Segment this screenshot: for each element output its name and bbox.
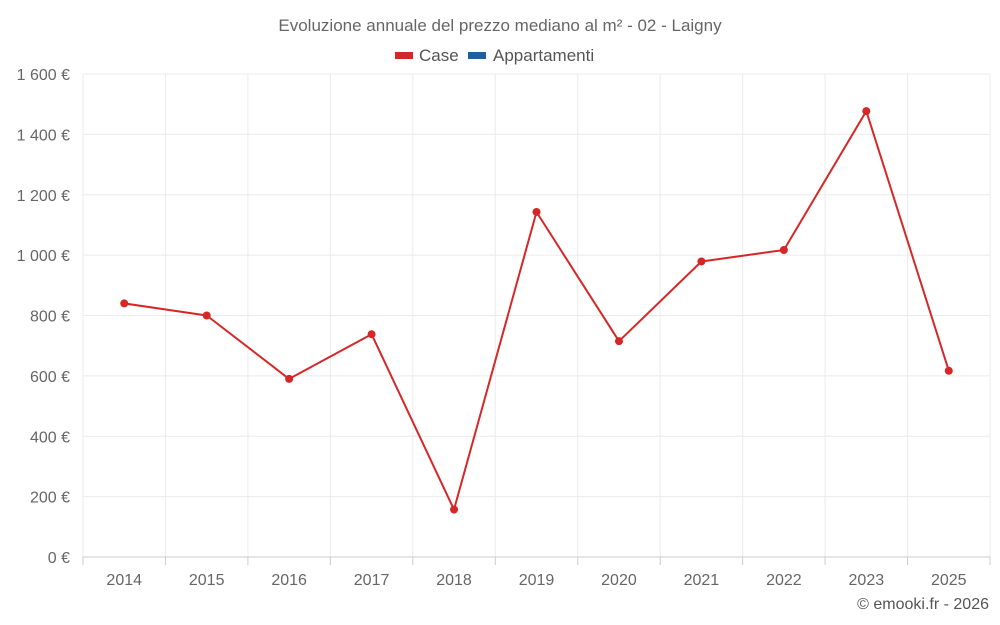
legend-label-case: Case: [419, 46, 459, 65]
y-tick-label: 0 €: [48, 550, 70, 567]
x-tick-label: 2016: [271, 572, 307, 589]
data-point[interactable]: [614, 337, 623, 346]
data-point[interactable]: [367, 330, 376, 339]
legend-swatch-appartamenti: [468, 52, 486, 59]
legend-item-case[interactable]: Case: [395, 46, 459, 65]
x-tick-label: 2017: [354, 572, 390, 589]
data-point[interactable]: [285, 374, 294, 383]
x-tick-label: 2015: [189, 572, 225, 589]
x-tick-label: 2019: [519, 572, 555, 589]
data-point[interactable]: [862, 107, 871, 116]
x-tick-label: 2014: [106, 572, 142, 589]
y-tick-label: 600 €: [30, 369, 70, 386]
y-tick-label: 1 200 €: [17, 188, 70, 205]
data-point[interactable]: [779, 245, 788, 254]
grid: [82, 73, 991, 557]
y-tick-label: 200 €: [30, 490, 70, 507]
data-point[interactable]: [202, 311, 211, 320]
x-tick-label: 2025: [931, 572, 967, 589]
data-point[interactable]: [450, 505, 459, 514]
legend: Case Appartamenti: [395, 46, 594, 65]
data-point[interactable]: [532, 207, 541, 216]
axes: 0 € 200 € 400 € 600 € 800 € 1 000 € 1 200 € 1 4…: [17, 67, 991, 589]
credit-text: © emooki.fr - 2026: [857, 596, 989, 613]
data-point[interactable]: [697, 257, 706, 266]
legend-swatch-case: [395, 52, 413, 59]
data-point[interactable]: [944, 366, 953, 375]
x-tick-label: 2021: [684, 572, 720, 589]
y-tick-label: 1 000 €: [17, 248, 70, 265]
legend-item-appartamenti[interactable]: Appartamenti: [468, 46, 594, 65]
y-tick-label: 1 600 €: [17, 67, 70, 84]
chart-title: Evoluzione annuale del prezzo mediano al…: [278, 16, 722, 35]
x-tick-label: 2023: [849, 572, 885, 589]
y-tick-label: 400 €: [30, 429, 70, 446]
y-tick-label: 1 400 €: [17, 127, 70, 144]
x-tick-label: 2018: [436, 572, 472, 589]
data-point[interactable]: [120, 299, 129, 308]
x-tick-label: 2020: [601, 572, 637, 589]
x-tick-label: 2022: [766, 572, 802, 589]
legend-label-appartamenti: Appartamenti: [493, 46, 594, 65]
y-tick-label: 800 €: [30, 309, 70, 326]
series: [120, 107, 953, 514]
